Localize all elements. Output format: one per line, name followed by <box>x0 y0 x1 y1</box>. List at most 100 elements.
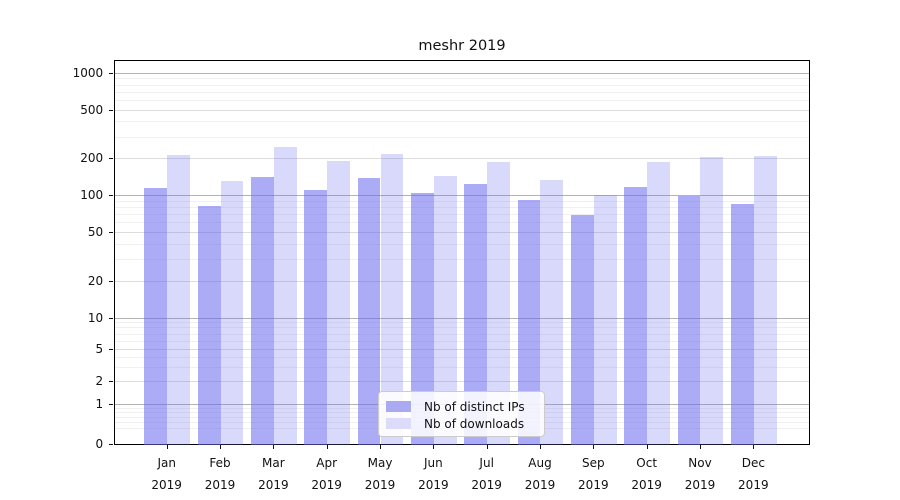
gridline-30 <box>114 259 809 261</box>
x-axis-label-dec: Dec 2019 <box>738 456 769 492</box>
plot-area <box>113 60 810 445</box>
y-axis-label-0: 0 <box>95 437 104 451</box>
y-axis-tick <box>109 72 114 74</box>
x-axis-label-jun: Jun 2019 <box>418 456 449 492</box>
x-axis-label-feb: Feb 2019 <box>204 456 236 492</box>
gridline-2 <box>114 380 809 382</box>
x-axis-tick <box>540 445 541 449</box>
legend-swatch-distinct-ips <box>386 401 411 412</box>
x-axis-label-oct: Oct 2019 <box>631 456 662 492</box>
bar-distinct-ips-oct <box>624 187 648 445</box>
x-axis-tick <box>593 445 595 449</box>
y-axis-label-1: 1 <box>95 397 104 412</box>
y-axis-tick <box>109 317 114 319</box>
bar-downloads-dec <box>753 156 777 445</box>
gridline-100 <box>114 195 809 197</box>
y-axis-label-10: 10 <box>87 310 104 325</box>
gridline-60 <box>114 222 809 224</box>
gridline-6 <box>114 340 809 342</box>
gridline-50 <box>114 232 809 234</box>
bar-distinct-ips-nov <box>677 196 701 445</box>
bar-downloads-jul <box>487 161 510 445</box>
x-axis-tick <box>166 445 168 449</box>
gridline-4 <box>114 356 809 358</box>
bar-downloads-jun <box>433 175 457 445</box>
gridline-7 <box>114 333 809 335</box>
bar-distinct-ips-mar <box>251 176 274 445</box>
bar-downloads-mar <box>273 147 297 445</box>
bar-downloads-feb <box>220 181 244 445</box>
gridline-600 <box>114 99 809 101</box>
legend-swatch-downloads <box>386 418 411 429</box>
y-axis-tick <box>109 404 114 406</box>
gridline-40 <box>114 244 809 246</box>
y-axis-tick <box>109 158 114 160</box>
bar-distinct-ips-sep <box>571 214 594 445</box>
gridline-700 <box>114 91 809 93</box>
gridline-10 <box>114 317 809 319</box>
x-axis-tick <box>273 445 275 449</box>
bar-downloads-aug <box>540 180 564 445</box>
gridline-200 <box>114 158 809 160</box>
bar-distinct-ips-apr <box>304 190 328 445</box>
bar-distinct-ips-jan <box>144 187 168 445</box>
x-axis-label-apr: Apr 2019 <box>311 456 342 492</box>
x-axis-tick <box>380 445 382 449</box>
x-axis-label-mar: Mar 2019 <box>258 456 289 492</box>
legend-label-distinct-ips: Nb of distinct IPs <box>424 399 525 414</box>
y-axis-label-100: 100 <box>80 188 104 203</box>
x-axis-label-jan: Jan 2019 <box>151 456 182 492</box>
bar-downloads-apr <box>327 161 350 445</box>
x-axis-tick <box>753 445 755 449</box>
x-axis-tick <box>646 445 648 449</box>
gridline-900 <box>114 78 809 80</box>
y-axis-tick <box>109 444 114 445</box>
y-axis-label-1000: 1000 <box>72 65 104 80</box>
y-axis-tick <box>109 280 114 282</box>
x-axis-label-nov: Nov 2019 <box>684 456 716 492</box>
bar-distinct-ips-dec <box>731 204 754 445</box>
gridline-3 <box>114 366 809 368</box>
y-axis-label-500: 500 <box>80 102 104 117</box>
x-axis-tick <box>220 445 222 449</box>
bar-downloads-sep <box>593 195 617 445</box>
legend-item-distinct-ips: Nb of distinct IPs <box>386 398 536 415</box>
gridline-5 <box>114 349 809 351</box>
gridline-500 <box>114 109 809 111</box>
bar-downloads-nov <box>700 157 724 445</box>
bar-downloads-may <box>380 154 404 445</box>
y-axis-tick <box>109 380 114 382</box>
bar-downloads-oct <box>647 162 670 445</box>
gridline-20 <box>114 280 809 282</box>
bar-distinct-ips-aug <box>517 199 541 445</box>
y-axis-tick <box>109 109 114 111</box>
gridline-80 <box>114 207 809 209</box>
y-axis-label-200: 200 <box>80 151 104 166</box>
x-axis-label-aug: Aug 2019 <box>524 456 556 492</box>
gridline-90 <box>114 200 809 202</box>
gridline-300 <box>114 136 809 138</box>
y-axis-tick <box>109 349 114 351</box>
bar-downloads-jan <box>167 155 190 445</box>
legend-label-downloads: Nb of downloads <box>424 416 525 431</box>
x-axis-tick <box>326 445 328 449</box>
y-axis-label-20: 20 <box>87 273 104 288</box>
legend: Nb of distinct IPs Nb of downloads <box>378 391 545 437</box>
gridline-9 <box>114 321 809 323</box>
bar-distinct-ips-feb <box>197 205 221 445</box>
bar-distinct-ips-may <box>357 178 381 445</box>
y-axis-label-50: 50 <box>87 225 104 240</box>
x-axis-tick <box>700 445 701 449</box>
gridline-400 <box>114 121 809 123</box>
gridline-8 <box>114 327 809 329</box>
x-axis-label-sep: Sep 2019 <box>578 456 609 492</box>
gridline-70 <box>114 214 809 216</box>
y-axis-label-5: 5 <box>95 342 104 357</box>
gridline-800 <box>114 84 809 86</box>
y-axis-tick <box>109 232 114 234</box>
x-axis-label-jul: Jul 2019 <box>471 456 502 492</box>
legend-item-downloads: Nb of downloads <box>386 415 536 432</box>
bar-distinct-ips-jul <box>464 184 488 445</box>
gridline-1000 <box>114 72 809 74</box>
